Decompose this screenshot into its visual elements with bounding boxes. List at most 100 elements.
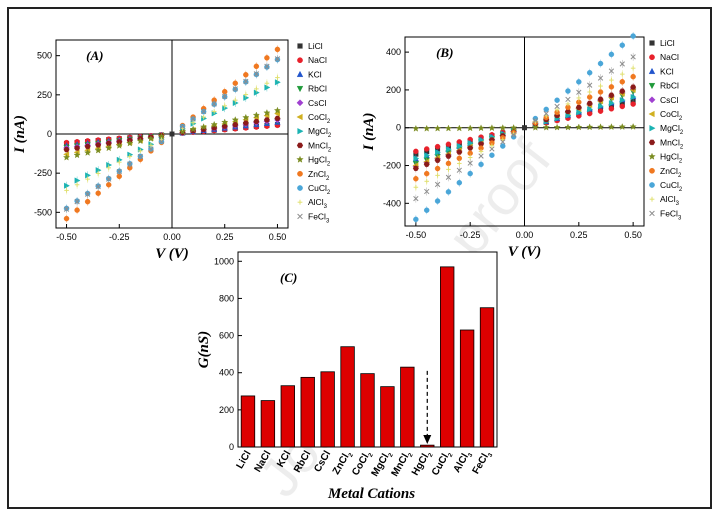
legend-marker: [648, 152, 656, 160]
data-point: [466, 124, 474, 132]
data-point: [252, 111, 260, 119]
data-point: [64, 182, 70, 189]
data-point: [586, 100, 593, 106]
data-point: [106, 165, 112, 171]
data-point: [608, 68, 615, 74]
data-point: [456, 167, 462, 173]
data-point: [63, 215, 70, 222]
x-axis-label: Metal Cations: [327, 486, 415, 502]
data-point: [158, 138, 165, 145]
bar-mgcl2: [380, 386, 395, 448]
data-point: [74, 145, 81, 151]
bar-nacl: [260, 400, 276, 448]
data-point: [619, 103, 626, 110]
data-point: [138, 148, 143, 154]
legend-marker: [297, 57, 303, 64]
y-tick-label: 400: [386, 47, 401, 57]
x-tick-label: 0.25: [570, 230, 588, 240]
data-point: [211, 109, 217, 114]
data-point: [467, 139, 474, 147]
data-point: [489, 152, 495, 158]
legend-marker: [648, 110, 655, 118]
data-point: [115, 141, 123, 149]
data-point: [619, 79, 626, 85]
data-point: [412, 165, 419, 171]
data-point: [608, 106, 615, 112]
legend-label: FeCl3: [308, 211, 330, 224]
category-label: MnCl2: [390, 448, 415, 479]
data-point: [499, 124, 507, 131]
series-fecl3: [63, 54, 281, 214]
bar-kcl: [280, 385, 295, 448]
data-point: [532, 117, 539, 124]
legend-marker: [648, 139, 656, 146]
data-point: [242, 113, 250, 121]
data-point: [263, 117, 270, 123]
data-point: [467, 170, 473, 177]
legend-marker: [296, 99, 304, 107]
bar-cucl2: [440, 266, 455, 448]
data-point: [543, 110, 549, 117]
x-tick-label: -0.50: [406, 230, 427, 240]
data-point: [630, 84, 637, 90]
data-point: [597, 60, 604, 67]
data-point: [136, 137, 144, 145]
legend-label: HgCl2: [660, 152, 683, 165]
data-point: [242, 120, 249, 126]
x-tick-label: -0.50: [56, 232, 77, 242]
data-point: [413, 184, 419, 190]
data-point: [74, 199, 80, 205]
panel-label: (A): [86, 48, 103, 63]
panel-label: (C): [280, 270, 297, 285]
data-point: [522, 125, 528, 131]
legend-label: AlCl3: [308, 197, 328, 210]
data-point: [63, 206, 70, 212]
data-point: [531, 123, 539, 131]
data-point: [500, 143, 506, 149]
data-point: [413, 195, 419, 202]
data-point: [221, 118, 229, 126]
data-point: [598, 83, 603, 89]
data-point: [456, 149, 463, 155]
y-axis-label: I (nA): [12, 115, 28, 154]
data-point: [243, 78, 249, 85]
data-point: [190, 120, 196, 126]
data-point: [597, 96, 604, 102]
category-label: CuCl2: [430, 448, 455, 478]
data-point: [457, 161, 462, 166]
data-point: [264, 80, 270, 86]
data-point: [630, 73, 636, 80]
data-point: [489, 143, 495, 148]
data-point: [231, 116, 239, 123]
legend-label: RbCl: [660, 81, 679, 91]
legend-label: ZnCl2: [308, 169, 330, 182]
y-tick-label: 400: [219, 368, 234, 378]
data-point: [222, 93, 228, 100]
data-point: [434, 165, 441, 172]
bar-alcl3: [459, 329, 475, 448]
legend-label: FeCl3: [660, 208, 682, 221]
legend-label: AlCl3: [660, 194, 680, 207]
data-point: [95, 142, 102, 148]
data-point: [413, 148, 419, 155]
data-point: [95, 183, 101, 190]
data-point: [105, 140, 112, 146]
y-axis-label: I (nA): [361, 113, 377, 152]
legend-label: CoCl2: [308, 112, 331, 125]
legend-label: CsCl: [308, 98, 327, 108]
data-point: [477, 124, 485, 132]
data-point: [413, 216, 419, 223]
data-point: [445, 141, 452, 147]
data-point: [179, 123, 186, 130]
data-point: [564, 123, 572, 131]
data-point: [629, 122, 637, 130]
x-tick-label: 0.50: [269, 232, 287, 242]
data-point: [232, 122, 239, 128]
y-tick-label: 250: [37, 90, 52, 100]
data-point: [254, 86, 259, 92]
data-point: [264, 63, 270, 69]
data-point: [554, 103, 560, 110]
x-tick-label: 0.00: [516, 230, 534, 240]
legend-label: CuCl2: [308, 183, 331, 196]
